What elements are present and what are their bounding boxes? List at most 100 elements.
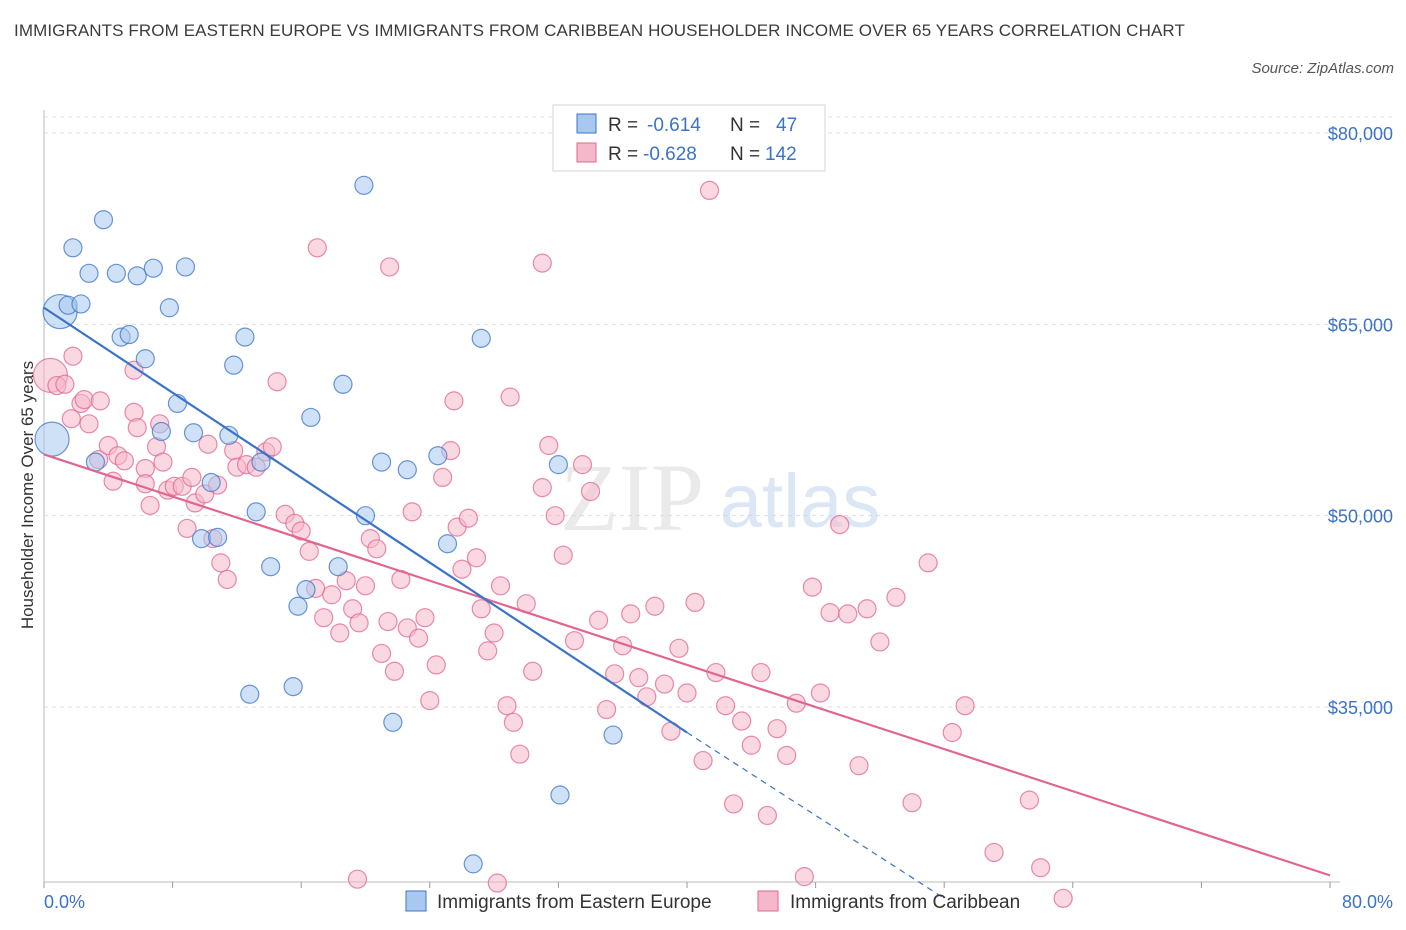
y-tick-label: $50,000 — [1328, 507, 1393, 527]
point-eastern-europe — [201, 472, 221, 493]
legend-n-label-pink: N = — [730, 144, 760, 165]
point-caribbean — [458, 508, 478, 528]
point-caribbean — [262, 437, 282, 457]
bottom-legend-swatch-pink — [757, 890, 779, 912]
point-caribbean — [810, 683, 831, 703]
point-caribbean — [564, 631, 585, 651]
bottom-legend-label-blue: Immigrants from Eastern Europe — [437, 892, 712, 913]
point-caribbean — [402, 502, 422, 522]
point-eastern-europe — [548, 455, 569, 475]
point-caribbean — [124, 360, 144, 380]
trend-line-eastern-europe-extension — [686, 732, 945, 899]
legend-n-value-pink: 142 — [765, 144, 797, 165]
point-caribbean — [572, 455, 593, 475]
point-caribbean — [452, 559, 472, 579]
bottom-legend-label-pink: Immigrants from Caribbean — [790, 892, 1020, 913]
point-eastern-europe — [119, 324, 139, 345]
point-caribbean — [955, 696, 975, 716]
point-eastern-europe — [240, 684, 260, 704]
legend-swatch-pink — [576, 142, 597, 163]
point-caribbean — [267, 372, 287, 392]
point-caribbean — [347, 869, 368, 889]
point-eastern-europe — [235, 327, 255, 347]
point-caribbean — [757, 805, 777, 826]
point-eastern-europe — [208, 527, 228, 547]
point-eastern-europe — [143, 258, 163, 278]
point-caribbean — [367, 539, 387, 559]
point-caribbean — [629, 668, 649, 688]
point-caribbean — [471, 599, 491, 619]
correlation-legend: R = -0.614 N = 47 R = -0.628 N = 142 — [552, 104, 826, 172]
point-caribbean — [90, 391, 110, 411]
legend-n-label-blue: N = — [730, 115, 760, 136]
series-legend: Immigrants from Eastern Europe Immigrant… — [405, 890, 1020, 913]
point-caribbean — [870, 632, 890, 652]
point-caribbean — [588, 610, 609, 630]
point-caribbean — [1053, 888, 1073, 908]
y-tick-label: $80,000 — [1328, 124, 1393, 144]
point-caribbean — [380, 257, 400, 277]
point-eastern-europe — [246, 502, 266, 522]
point-caribbean — [478, 641, 498, 661]
point-eastern-europe — [328, 557, 348, 577]
grid-lines — [44, 116, 1393, 708]
point-caribbean — [322, 585, 342, 605]
point-eastern-europe — [151, 421, 171, 442]
point-caribbean — [415, 608, 435, 628]
point-caribbean — [523, 661, 543, 681]
point-eastern-europe — [34, 421, 70, 457]
point-caribbean — [777, 745, 797, 766]
y-tick-labels: $35,000 $50,000 $65,000 $80,000 — [1328, 124, 1393, 718]
point-caribbean — [1031, 858, 1051, 878]
y-axis-label: Householder Income Over 65 years — [18, 361, 37, 629]
point-caribbean — [510, 744, 530, 764]
point-eastern-europe — [371, 452, 392, 472]
point-caribbean — [490, 576, 511, 596]
point-eastern-europe — [354, 175, 374, 195]
point-caribbean — [693, 750, 713, 771]
trend-line-eastern-europe — [43, 306, 688, 734]
x-tick-label-min: 0.0% — [44, 892, 85, 912]
point-eastern-europe — [397, 460, 417, 480]
point-eastern-europe — [288, 596, 308, 616]
point-eastern-europe — [79, 263, 99, 283]
point-caribbean — [307, 238, 327, 258]
point-eastern-europe — [383, 712, 403, 732]
point-caribbean — [532, 253, 552, 273]
point-caribbean — [408, 628, 429, 648]
point-caribbean — [384, 661, 405, 681]
point-caribbean — [597, 699, 617, 720]
point-caribbean — [621, 604, 641, 624]
point-caribbean — [79, 414, 99, 434]
point-caribbean — [751, 662, 771, 683]
point-eastern-europe — [355, 506, 376, 526]
point-caribbean — [1019, 790, 1039, 810]
point-caribbean — [198, 434, 218, 454]
point-eastern-europe — [159, 298, 179, 318]
point-eastern-europe — [251, 452, 271, 472]
point-eastern-europe — [183, 423, 204, 443]
point-caribbean — [217, 569, 237, 590]
trend-lines — [43, 306, 1331, 899]
point-eastern-europe — [71, 294, 91, 314]
point-caribbean — [426, 655, 446, 675]
point-caribbean — [420, 691, 440, 711]
point-eastern-europe — [437, 534, 458, 554]
point-caribbean — [902, 793, 922, 813]
point-caribbean — [545, 506, 565, 526]
point-eastern-europe — [63, 238, 83, 258]
data-points — [32, 175, 1073, 908]
point-caribbean — [500, 387, 520, 407]
point-eastern-europe — [471, 328, 491, 348]
point-caribbean — [942, 722, 962, 743]
point-eastern-europe — [93, 210, 114, 230]
point-caribbean — [838, 604, 858, 624]
point-caribbean — [605, 664, 625, 684]
point-caribbean — [330, 623, 350, 643]
point-eastern-europe — [127, 266, 147, 286]
legend-r-value-pink: -0.628 — [643, 144, 697, 165]
point-eastern-europe — [283, 676, 303, 697]
legend-swatch-blue — [576, 113, 597, 134]
point-caribbean — [820, 603, 840, 623]
